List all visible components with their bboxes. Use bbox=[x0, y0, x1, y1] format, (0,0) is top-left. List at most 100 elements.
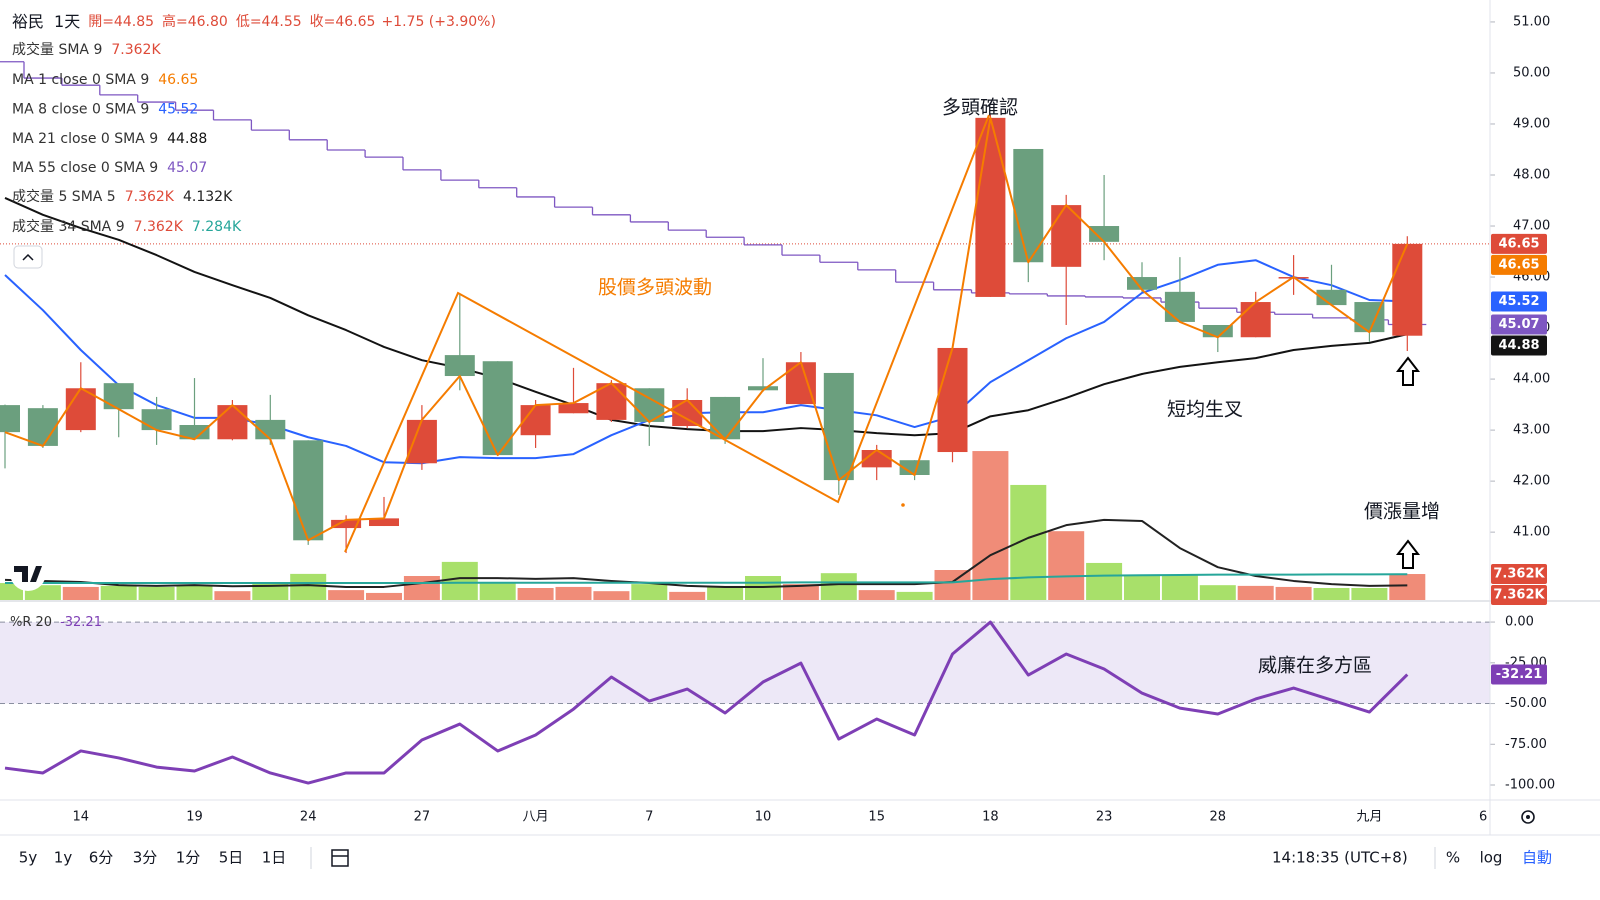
compare-icon[interactable] bbox=[331, 849, 349, 867]
volume-bar bbox=[62, 586, 99, 600]
value-badge bbox=[1491, 585, 1547, 605]
volume-bar bbox=[745, 576, 781, 600]
x-tick-label: 7 bbox=[645, 810, 653, 825]
candle-body bbox=[1164, 291, 1195, 322]
volume-bar bbox=[366, 592, 402, 600]
y-tick-label: 42.00 bbox=[1513, 474, 1550, 489]
x-tick-label: 八月 bbox=[523, 810, 549, 825]
range-button[interactable]: 1日 bbox=[262, 849, 287, 867]
percent-toggle[interactable]: % bbox=[1446, 849, 1460, 867]
header: 裕民 1天 開=44.85 高=46.80 低=44.55 收=46.65 +1.75 (+… bbox=[12, 12, 496, 31]
value-badge bbox=[1491, 254, 1547, 275]
volume-bar bbox=[1237, 585, 1274, 600]
drawing-dot bbox=[901, 503, 905, 507]
y-tick-label: 43.00 bbox=[1513, 423, 1550, 438]
symbol: 裕民 bbox=[12, 12, 44, 31]
legend-label: MA 55 close 0 SMA 9 bbox=[12, 160, 158, 176]
value-badge-label: 44.88 bbox=[1498, 338, 1539, 353]
volume-bar bbox=[290, 573, 327, 600]
candle-body bbox=[482, 361, 513, 456]
x-tick-label: 23 bbox=[1096, 810, 1113, 825]
gear[interactable] bbox=[1521, 810, 1535, 824]
candle-body bbox=[0, 405, 20, 433]
candle-body bbox=[406, 419, 437, 464]
volume-bar bbox=[403, 576, 440, 600]
value-badge-label: 46.65 bbox=[1498, 236, 1539, 251]
ohlc: 收=46.65 bbox=[310, 14, 376, 30]
legend-label: %R 20 bbox=[10, 615, 52, 630]
value-badge bbox=[1491, 233, 1547, 254]
range-button[interactable]: 1分 bbox=[176, 849, 201, 867]
legend-value: 44.88 bbox=[167, 131, 207, 147]
legend-label: 成交量 34 SMA 9 bbox=[12, 218, 125, 235]
volume-bar bbox=[1275, 586, 1312, 600]
annotation: 威廉在多方區 bbox=[1258, 655, 1372, 677]
legend-label: MA 21 close 0 SMA 9 bbox=[12, 131, 158, 147]
candle-body bbox=[558, 403, 589, 414]
range-button[interactable]: 6分 bbox=[89, 849, 114, 867]
range-button[interactable]: 5y bbox=[19, 849, 38, 867]
legend-row: MA 8 close 0 SMA 9 45.52 bbox=[12, 101, 198, 117]
icon-box bbox=[331, 849, 349, 867]
value-badge bbox=[1491, 664, 1547, 685]
candle-body bbox=[937, 347, 968, 453]
candle-body bbox=[748, 386, 778, 391]
legend-label: 成交量 5 SMA 5 bbox=[12, 188, 116, 205]
range-button[interactable]: 5日 bbox=[219, 849, 244, 867]
value-badge-label: 7.362K bbox=[1493, 567, 1545, 582]
legend-row: MA 55 close 0 SMA 9 45.07 bbox=[12, 160, 207, 176]
volume-bar bbox=[479, 582, 516, 600]
y-tick-label: -100.00 bbox=[1505, 778, 1555, 793]
legend-row: MA 21 close 0 SMA 9 44.88 bbox=[12, 131, 207, 147]
log-toggle[interactable]: log bbox=[1480, 849, 1503, 867]
candle-body bbox=[1127, 277, 1157, 290]
gear-icon[interactable] bbox=[1521, 810, 1535, 824]
volume-bar bbox=[631, 584, 668, 600]
annotation: 價漲量增 bbox=[1364, 501, 1440, 523]
logo bbox=[14, 566, 42, 582]
legend-row: 成交量 5 SMA 5 7.362K 4.132K bbox=[12, 188, 233, 205]
legend-row: %R 20 -32.21 bbox=[10, 615, 102, 630]
legend-value: 45.52 bbox=[158, 101, 198, 117]
volume-ma-line bbox=[4, 518, 1408, 588]
range-button[interactable]: 3分 bbox=[133, 849, 158, 867]
clock: 14:18:35 (UTC+8) bbox=[1272, 849, 1408, 867]
volume-bar bbox=[328, 590, 365, 600]
legend-value: -32.21 bbox=[60, 615, 102, 630]
volume-bar bbox=[1313, 588, 1350, 600]
gear-hub bbox=[1526, 815, 1530, 819]
ohlc: 開=44.85 bbox=[88, 14, 154, 30]
value-badge bbox=[1491, 564, 1547, 585]
y-tick-label: 51.00 bbox=[1513, 14, 1550, 29]
volume-bar bbox=[1351, 588, 1388, 600]
annotation: 股價多頭波動 bbox=[598, 277, 712, 299]
y-tick-label: 48.00 bbox=[1513, 168, 1550, 183]
x-tick-label: 24 bbox=[300, 810, 317, 825]
legend-label: MA 8 close 0 SMA 9 bbox=[12, 101, 149, 117]
volume-bar bbox=[1199, 585, 1236, 600]
volume-bar bbox=[1086, 562, 1123, 600]
candle-body bbox=[103, 383, 134, 410]
range-button[interactable]: 1y bbox=[54, 849, 73, 867]
candle-body bbox=[710, 396, 741, 440]
legend-label: MA 1 close 0 SMA 9 bbox=[12, 72, 149, 88]
volume-ma-line bbox=[5, 573, 1408, 585]
collapse-button[interactable] bbox=[13, 245, 43, 269]
interval: 1天 bbox=[54, 12, 80, 31]
legend-value: 7.362K bbox=[134, 219, 184, 235]
y-tick-label: 0.00 bbox=[1505, 615, 1534, 630]
value-badge-label: 45.52 bbox=[1498, 294, 1539, 309]
volume-bar bbox=[1010, 484, 1047, 600]
back-layer: 41.0042.0043.0044.0045.0046.0047.0048.00… bbox=[0, 14, 1555, 825]
candle-body bbox=[1240, 302, 1271, 338]
volume-bar bbox=[669, 591, 706, 600]
volume-bar bbox=[100, 585, 137, 600]
auto-toggle[interactable]: 自動 bbox=[1522, 849, 1552, 867]
trend-drawing bbox=[344, 114, 990, 553]
volume-bar bbox=[252, 583, 289, 600]
candle-body bbox=[1316, 289, 1347, 306]
candle-body bbox=[179, 425, 210, 440]
volume-bar bbox=[934, 570, 971, 600]
